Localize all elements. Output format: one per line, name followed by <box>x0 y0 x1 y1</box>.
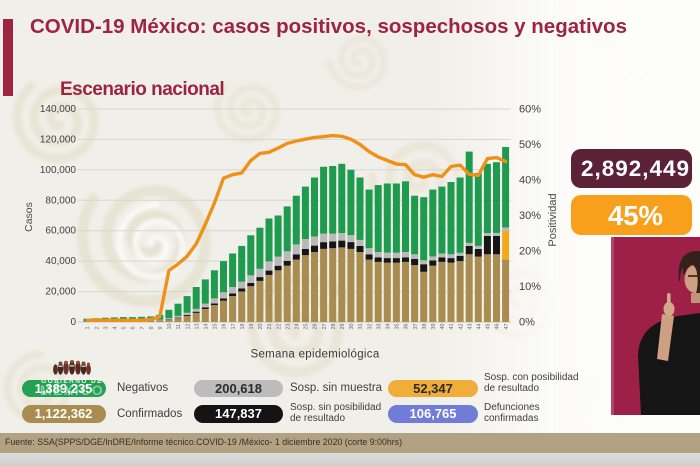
svg-text:30: 30 <box>349 323 355 329</box>
svg-text:1: 1 <box>85 326 91 329</box>
svg-text:47: 47 <box>504 323 510 329</box>
svg-text:18: 18 <box>240 323 246 329</box>
svg-text:27: 27 <box>322 323 328 329</box>
svg-text:3: 3 <box>103 326 109 329</box>
svg-text:11: 11 <box>176 324 182 330</box>
svg-text:45: 45 <box>486 323 492 329</box>
svg-text:40%: 40% <box>519 175 541 187</box>
svg-text:41: 41 <box>449 323 455 329</box>
svg-text:0: 0 <box>70 317 76 328</box>
svg-text:9: 9 <box>158 326 164 329</box>
svg-text:38: 38 <box>422 323 428 329</box>
svg-text:37: 37 <box>413 323 419 329</box>
svg-text:42: 42 <box>458 323 464 329</box>
svg-text:10%: 10% <box>519 281 541 293</box>
svg-text:8: 8 <box>149 326 155 329</box>
svg-text:Positividad: Positividad <box>547 193 559 246</box>
svg-text:35: 35 <box>395 323 401 329</box>
svg-text:140,000: 140,000 <box>40 104 77 115</box>
svg-text:120,000: 120,000 <box>40 134 77 145</box>
svg-text:60%: 60% <box>519 104 541 116</box>
svg-text:31: 31 <box>358 323 364 329</box>
svg-text:19: 19 <box>249 323 255 329</box>
svg-text:12: 12 <box>185 323 191 329</box>
svg-text:46: 46 <box>495 323 501 329</box>
svg-text:7: 7 <box>140 326 146 329</box>
svg-text:17: 17 <box>231 323 237 329</box>
svg-text:40: 40 <box>440 323 446 329</box>
svg-text:39: 39 <box>431 323 437 329</box>
svg-text:32: 32 <box>367 323 373 329</box>
svg-text:80,000: 80,000 <box>45 195 76 206</box>
svg-text:26: 26 <box>313 323 319 329</box>
svg-text:Semana epidemiológica: Semana epidemiológica <box>250 349 379 361</box>
svg-text:40,000: 40,000 <box>45 256 76 267</box>
svg-text:24: 24 <box>295 323 301 329</box>
svg-text:16: 16 <box>222 323 228 329</box>
svg-text:5: 5 <box>122 326 128 329</box>
svg-text:23: 23 <box>285 323 291 329</box>
svg-text:21: 21 <box>267 323 273 329</box>
svg-text:43: 43 <box>467 323 473 329</box>
svg-text:13: 13 <box>194 323 200 329</box>
svg-text:25: 25 <box>304 323 310 329</box>
svg-text:100,000: 100,000 <box>40 165 77 176</box>
svg-text:15: 15 <box>213 323 219 329</box>
svg-text:10: 10 <box>167 323 173 329</box>
svg-text:0%: 0% <box>519 317 535 329</box>
svg-text:33: 33 <box>376 323 382 329</box>
svg-text:60,000: 60,000 <box>45 226 76 237</box>
svg-text:29: 29 <box>340 323 346 329</box>
svg-text:20: 20 <box>258 323 264 329</box>
svg-text:36: 36 <box>404 323 410 329</box>
svg-text:20,000: 20,000 <box>45 287 76 298</box>
svg-text:34: 34 <box>386 323 392 329</box>
svg-text:2: 2 <box>94 326 100 329</box>
svg-text:44: 44 <box>477 323 483 329</box>
svg-text:Casos: Casos <box>23 202 35 232</box>
svg-text:20%: 20% <box>519 246 541 258</box>
svg-text:30%: 30% <box>519 210 541 222</box>
svg-text:22: 22 <box>276 323 282 329</box>
svg-text:6: 6 <box>131 326 137 329</box>
svg-text:28: 28 <box>331 323 337 329</box>
svg-text:50%: 50% <box>519 139 541 151</box>
svg-text:14: 14 <box>204 323 210 329</box>
svg-text:4: 4 <box>113 326 119 329</box>
